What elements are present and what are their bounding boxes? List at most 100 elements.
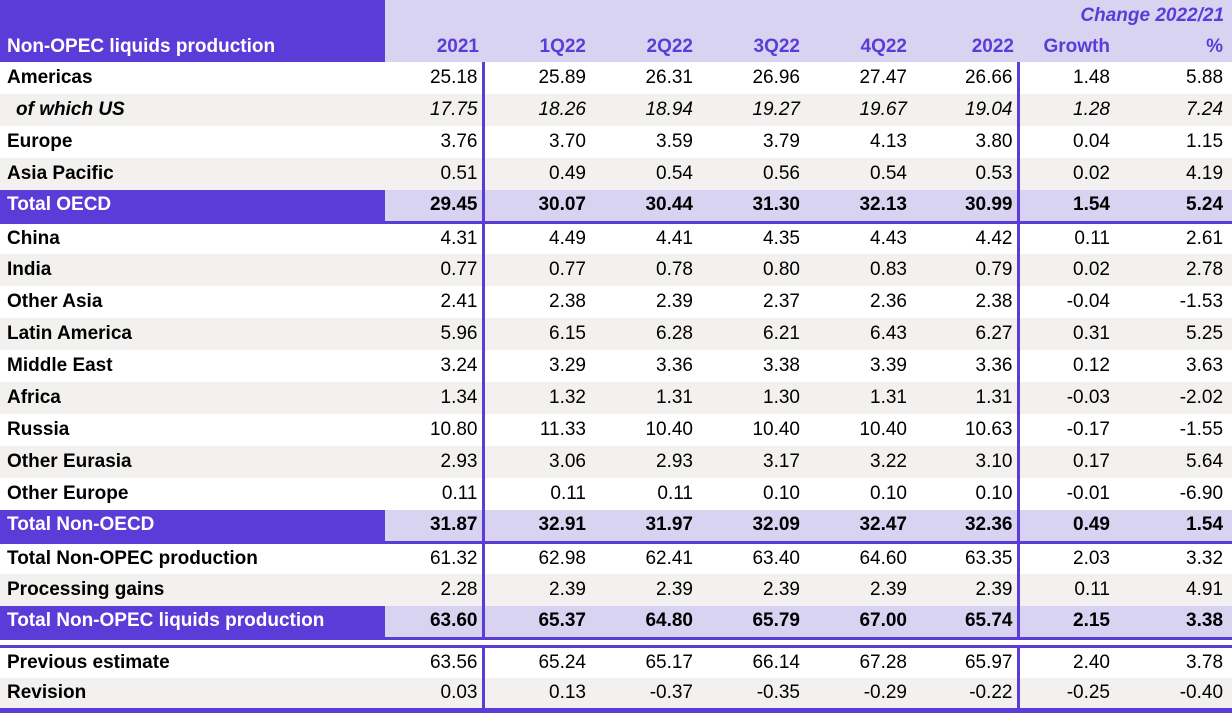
cell-value: 0.02	[1018, 254, 1122, 286]
cell-value: 5.25	[1122, 318, 1232, 350]
cell-value: 3.70	[549, 131, 586, 152]
row-label: Total Non-OPEC liquids production	[0, 606, 385, 638]
column-header: 2021	[385, 31, 483, 62]
cell-value: 1.28	[1018, 94, 1122, 126]
cell-value: 19.67	[804, 94, 911, 126]
double-separator	[0, 636, 1232, 648]
cell-value: 3.38	[1122, 606, 1232, 638]
table-title: Non-OPEC liquids production	[0, 31, 385, 62]
cell-value: -2.02	[1122, 382, 1232, 414]
table-row: Americas 25.18 25.89 26.31 26.96 27.47 26.66 1.…	[0, 62, 1232, 94]
cell-value: 0.12	[1073, 355, 1110, 376]
row-label: Previous estimate	[7, 651, 170, 673]
cell-value: 2.61	[1186, 227, 1224, 249]
table-row: Revision 0.03 0.13 -0.37 -0.35 -0.29 -0.22 -0.2…	[0, 678, 1232, 710]
row-label: Europe	[7, 131, 73, 152]
cell-value: 6.21	[697, 318, 804, 350]
cell-value: 64.80	[590, 606, 697, 638]
cell-value: 0.54	[804, 158, 911, 190]
cell-value: -0.29	[804, 678, 911, 710]
cell-value: 1.54	[1122, 510, 1232, 542]
cell-value: 3.80	[911, 126, 1020, 158]
cell-value: 2.40	[1073, 651, 1110, 673]
cell-value: 3.36	[911, 350, 1020, 382]
table-row: Asia Pacific 0.51 0.49 0.54 0.56 0.54 0.53 0.02…	[0, 158, 1232, 190]
cell-value: 0.49	[483, 158, 590, 190]
cell-value: 3.32	[1186, 547, 1224, 569]
cell-value: 65.97	[911, 646, 1020, 678]
row-label: Revision	[0, 678, 385, 710]
cell-value: 65.24	[538, 651, 586, 673]
cell-value: 0.77	[483, 254, 590, 286]
column-header: Growth	[1018, 31, 1122, 62]
cell-value: -0.17	[1066, 419, 1110, 440]
column-header: 1Q22	[483, 31, 590, 62]
cell-value: 3.76	[385, 126, 485, 158]
cell-value: 10.40	[752, 419, 800, 440]
cell-value: -1.55	[1179, 419, 1224, 440]
row-label: Total Non-OECD	[0, 510, 385, 542]
cell-value: 10.40	[645, 419, 693, 440]
cell-value: 10.63	[911, 414, 1020, 446]
cell-value: 0.79	[911, 254, 1020, 286]
cell-value: 65.37	[483, 606, 590, 638]
cell-value: 2.78	[1122, 254, 1232, 286]
table-row: Other Eurasia 2.93 3.06 2.93 3.17 3.22 3.10 0.1…	[0, 446, 1232, 478]
cell-value: 62.41	[645, 547, 693, 569]
cell-value: -0.22	[911, 678, 1020, 710]
cell-value: 17.75	[385, 94, 485, 126]
cell-value: 25.18	[385, 62, 485, 94]
cell-value: 0.49	[1018, 510, 1122, 542]
table-row: Total Non-OPEC production 61.32 62.98 62.41…	[0, 542, 1232, 574]
cell-value: 31.30	[697, 190, 804, 222]
cell-value: 27.47	[859, 67, 907, 88]
cell-value: 0.11	[385, 478, 485, 510]
cell-value: 2.38	[911, 286, 1020, 318]
cell-value: 3.39	[870, 355, 907, 376]
cell-value: 10.40	[859, 419, 907, 440]
cell-value: 2.36	[870, 291, 907, 312]
cell-value: 0.11	[657, 483, 693, 504]
cell-value: 4.35	[763, 227, 800, 249]
cell-value: 62.98	[538, 547, 586, 569]
cell-value: 1.32	[483, 382, 590, 414]
row-label: Other Eurasia	[0, 446, 385, 478]
cell-value: -0.35	[697, 678, 804, 710]
cell-value: 18.26	[483, 94, 590, 126]
cell-value: 6.28	[590, 318, 697, 350]
cell-value: -1.53	[1179, 291, 1224, 312]
table-body: Americas 25.18 25.89 26.31 26.96 27.47 26.66 1.…	[0, 62, 1232, 710]
cell-value: 2.03	[1073, 547, 1110, 569]
cell-value: 5.24	[1122, 190, 1232, 222]
cell-value: 3.36	[656, 355, 693, 376]
cell-value: 67.28	[859, 651, 907, 673]
cell-value: 4.49	[549, 227, 586, 249]
cell-value: 3.22	[804, 446, 911, 478]
cell-value: 65.79	[697, 606, 804, 638]
cell-value: 3.29	[549, 355, 586, 376]
cell-value: 6.43	[804, 318, 911, 350]
table-row: Total OECD 29.45 30.07 30.44 31.30 32.13 30.99…	[0, 190, 1232, 222]
table-header: Change 2022/21 Non-OPEC liquids producti…	[0, 0, 1232, 62]
cell-value: 64.60	[859, 547, 907, 569]
cell-value: 0.02	[1018, 158, 1122, 190]
cell-value: 2.38	[549, 291, 586, 312]
cell-value: 2.93	[590, 446, 697, 478]
table-row: Other Europe 0.11 0.11 0.11 0.10 0.10 0.10 -0.0…	[0, 478, 1232, 510]
cell-value: 2.93	[385, 446, 485, 478]
cell-value: 3.63	[1186, 355, 1224, 376]
header-spacer	[385, 0, 1018, 31]
cell-value: 30.44	[590, 190, 697, 222]
cell-value: 32.47	[804, 510, 911, 542]
row-label: Other Europe	[7, 483, 129, 504]
change-header: Change 2022/21	[1018, 0, 1232, 31]
cell-value: 1.31	[804, 382, 911, 414]
cell-value: -0.03	[1018, 382, 1122, 414]
row-label: of which US	[0, 94, 385, 126]
cell-value: 2.39	[590, 574, 697, 606]
row-label: Middle East	[7, 355, 113, 376]
cell-value: 3.17	[697, 446, 804, 478]
cell-value: 1.31	[911, 382, 1020, 414]
cell-value: 2.41	[385, 286, 485, 318]
cell-value: 3.10	[911, 446, 1020, 478]
